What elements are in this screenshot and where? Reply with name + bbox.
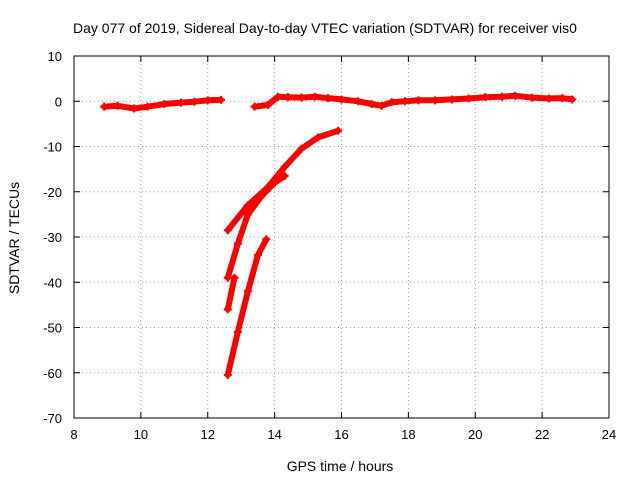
y-tick-label: -60: [43, 366, 62, 381]
y-axis-title: SDTVAR / TECUs: [6, 182, 22, 294]
x-tick-label: 22: [535, 427, 549, 442]
y-tick-label: -50: [43, 321, 62, 336]
series-group: [100, 92, 576, 379]
series-segment-2: [251, 92, 577, 111]
chart-title: Day 077 of 2019, Sidereal Day-to-day VTE…: [73, 20, 577, 36]
x-tick-label: 10: [134, 427, 148, 442]
x-tick-label: 24: [602, 427, 616, 442]
series-segment-1: [100, 96, 225, 113]
x-tick-label: 16: [334, 427, 348, 442]
x-tick-label: 12: [201, 427, 215, 442]
y-tick-label: -10: [43, 140, 62, 155]
chart: 8 10 12 14 16 18 20 22 24 10 0 -10 -20 -30 -40 -50 -60 -7…: [0, 0, 640, 480]
y-tick-label: 0: [55, 94, 62, 109]
series-line: [228, 278, 235, 310]
y-tick-label: -40: [43, 275, 62, 290]
x-tick-label: 14: [267, 427, 281, 442]
y-tick-label: 10: [48, 49, 62, 64]
y-tick-label: -70: [43, 411, 62, 426]
y-tick-label: -20: [43, 185, 62, 200]
y-tick-label: -30: [43, 230, 62, 245]
x-tick-label: 18: [401, 427, 415, 442]
grid: [74, 56, 609, 418]
x-axis-title: GPS time / hours: [287, 458, 394, 474]
x-tick-label: 8: [70, 427, 77, 442]
x-tick-label: 20: [468, 427, 482, 442]
